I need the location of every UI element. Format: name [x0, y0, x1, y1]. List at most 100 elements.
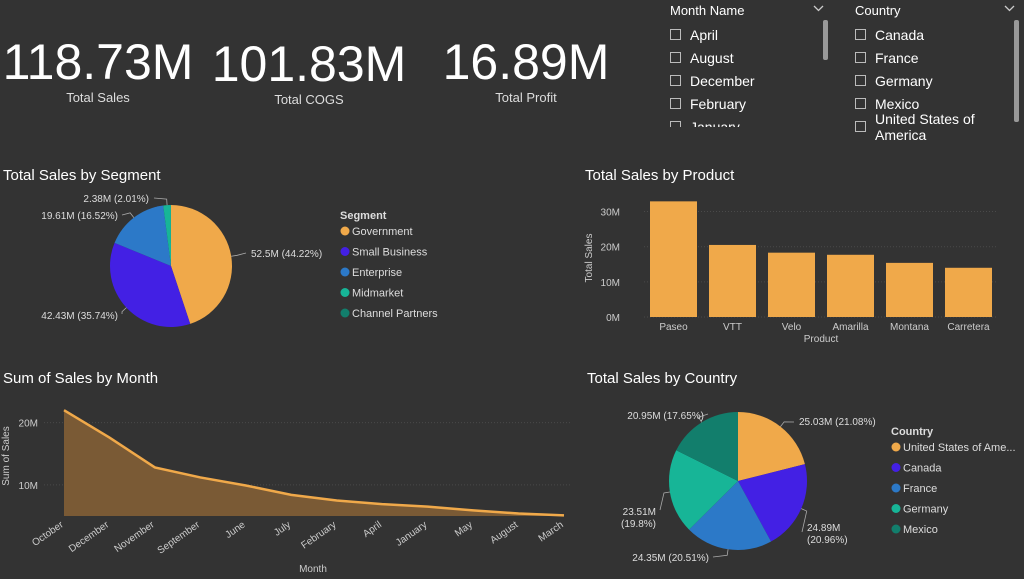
slicer-title: Country: [855, 3, 901, 18]
x-tick-label: March: [537, 519, 566, 544]
bar[interactable]: [650, 201, 697, 317]
country-chart-title: Total Sales by Country: [587, 370, 738, 387]
pie-slice[interactable]: [669, 450, 738, 530]
pie-slice[interactable]: [114, 205, 171, 266]
bar[interactable]: [709, 244, 756, 317]
slicer-header[interactable]: Country: [855, 3, 1021, 21]
pie-slice[interactable]: [110, 242, 191, 327]
month-slicer[interactable]: Month Name April August December Februar…: [670, 3, 830, 127]
checkbox[interactable]: [670, 121, 681, 127]
kpi-label: Total Sales: [66, 90, 130, 105]
data-label: 42.43M (35.74%): [41, 311, 118, 322]
series-line[interactable]: [63, 409, 565, 517]
legend-marker: [340, 308, 350, 318]
y-axis-label: Sum of Sales: [1, 426, 12, 485]
segment-pie-chart[interactable]: 52.5M (44.22%) 42.43M (35.74%) 19.61M (16.…: [0, 190, 470, 350]
leader-line: [121, 212, 135, 218]
data-label: 2.38M (2.01%): [83, 194, 149, 205]
month-area-chart[interactable]: 10M 20M October December November September Ju…: [0, 392, 580, 577]
segment-chart-title: Total Sales by Segment: [3, 167, 161, 184]
data-label: 25.03M (21.08%): [799, 417, 876, 428]
x-tick-label: January: [394, 519, 429, 548]
pie-slice[interactable]: [163, 205, 171, 266]
data-label: 20.95M (17.65%): [627, 411, 704, 422]
slicer-item-label: February: [690, 95, 747, 112]
slicer-item[interactable]: United States of America: [855, 111, 1021, 143]
chevron-down-icon[interactable]: [813, 3, 824, 15]
checkbox[interactable]: [855, 121, 866, 132]
checkbox[interactable]: [670, 75, 681, 86]
slicer-item-label: December: [690, 72, 755, 89]
leader-line: [697, 413, 709, 423]
y-tick-label: 30M: [601, 208, 620, 219]
data-label: 52.5M (44.22%): [251, 249, 322, 260]
x-tick-label: April: [361, 519, 384, 539]
bar[interactable]: [768, 252, 815, 317]
legend-item: Germany: [903, 504, 949, 516]
x-axis-label: Product: [804, 334, 839, 345]
slicer-item-list: April August December February January: [670, 23, 830, 127]
slicer-item[interactable]: Germany: [855, 69, 1021, 92]
kpi-total-profit: 16.89M Total Profit: [430, 36, 622, 105]
slicer-item[interactable]: August: [670, 46, 830, 69]
legend-item: Mexico: [903, 524, 938, 536]
x-tick-label: December: [67, 519, 112, 555]
slicer-header[interactable]: Month Name: [670, 3, 830, 21]
x-tick-label: VTT: [723, 322, 742, 333]
slicer-item[interactable]: France: [855, 46, 1021, 69]
slicer-item-label: January: [690, 118, 740, 128]
x-tick-label: Carretera: [947, 322, 990, 333]
y-tick-label: 10M: [601, 278, 620, 289]
legend-marker: [891, 442, 901, 452]
y-axis-label: Total Sales: [584, 234, 595, 283]
slicer-item[interactable]: February: [670, 92, 830, 115]
slicer-scrollbar[interactable]: [823, 20, 828, 60]
bar[interactable]: [945, 267, 992, 317]
kpi-value: 118.73M: [2, 34, 194, 90]
legend-marker: [891, 483, 901, 493]
checkbox[interactable]: [855, 29, 866, 40]
legend-item: United States of Ame...: [903, 442, 1016, 454]
pie-slice[interactable]: [738, 412, 805, 481]
y-tick-label: 20M: [601, 243, 620, 254]
data-label: (20.96%): [807, 535, 848, 546]
legend-marker: [891, 504, 901, 513]
y-tick-label: 0M: [606, 313, 620, 324]
slicer-item[interactable]: April: [670, 23, 830, 46]
checkbox[interactable]: [670, 52, 681, 63]
month-chart-title: Sum of Sales by Month: [3, 370, 159, 387]
leader-line: [780, 421, 795, 427]
slicer-item[interactable]: Canada: [855, 23, 1021, 46]
checkbox[interactable]: [855, 75, 866, 86]
kpi-value: 101.83M: [211, 36, 407, 92]
pie-slice[interactable]: [689, 481, 772, 550]
checkbox[interactable]: [855, 98, 866, 109]
legend-marker: [340, 267, 350, 277]
slicer-item-label: August: [690, 49, 734, 66]
bar[interactable]: [886, 262, 933, 317]
pie-slice[interactable]: [171, 205, 232, 324]
bar[interactable]: [827, 254, 874, 317]
kpi-label: Total Profit: [495, 90, 557, 105]
kpi-total-sales: 118.73M Total Sales: [0, 36, 196, 105]
slicer-item[interactable]: January: [670, 115, 830, 127]
x-tick-label: February: [299, 519, 338, 551]
country-pie-chart[interactable]: 25.03M (21.08%) 24.89M(20.96%) 24.35M (20.…: [580, 392, 1020, 577]
slicer-item[interactable]: Mexico: [855, 92, 1021, 115]
leader-line: [121, 307, 127, 315]
x-tick-label: Amarilla: [832, 322, 869, 333]
pie-slice[interactable]: [676, 412, 738, 481]
area-fill: [64, 410, 564, 516]
checkbox[interactable]: [670, 98, 681, 109]
checkbox[interactable]: [670, 29, 681, 40]
slicer-scrollbar[interactable]: [1014, 20, 1019, 122]
x-tick-label: Montana: [890, 322, 929, 333]
data-label: 19.61M (16.52%): [41, 211, 118, 222]
country-slicer[interactable]: Country Canada France Germany Mexico Uni…: [855, 3, 1021, 143]
chevron-down-icon[interactable]: [1004, 3, 1015, 15]
data-label: 24.89M: [807, 523, 840, 534]
slicer-item[interactable]: December: [670, 69, 830, 92]
product-bar-chart[interactable]: 0M 10M 20M 30M Paseo VTT Velo Amarilla Montana Ca…: [580, 190, 1020, 350]
checkbox[interactable]: [855, 52, 866, 63]
pie-slice[interactable]: [738, 464, 807, 542]
